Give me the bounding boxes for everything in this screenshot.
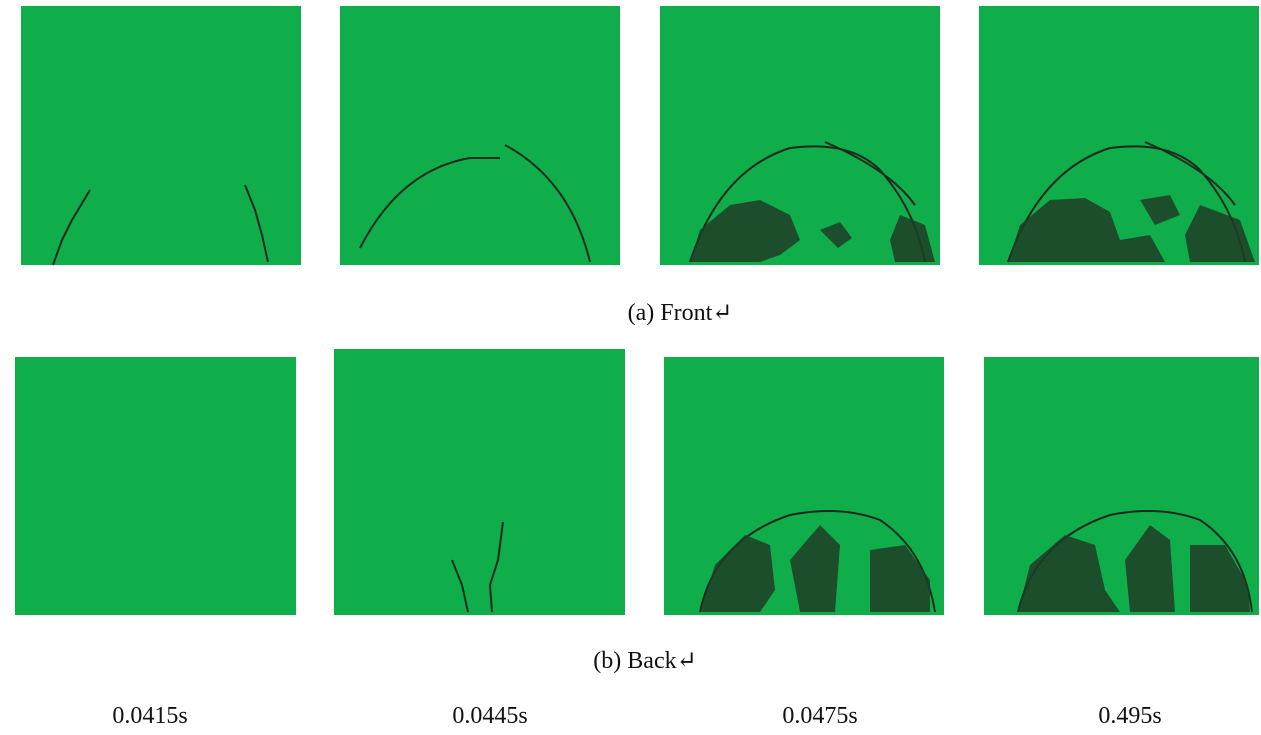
back-panel-1 xyxy=(15,357,296,615)
time-label: 0.495s xyxy=(1098,703,1162,729)
back-cracks xyxy=(451,510,1253,613)
front-panel-2 xyxy=(340,6,620,265)
back-panel-2 xyxy=(334,349,625,615)
back-caption: (b) Back↵ xyxy=(593,648,697,674)
front-caption: (a) Front↵ xyxy=(627,300,733,326)
time-label: 0.0475s xyxy=(782,703,858,729)
time-label: 0.0445s xyxy=(452,703,528,729)
time-label: 0.0415s xyxy=(112,703,188,729)
front-panel-1 xyxy=(21,6,301,265)
front-cracks xyxy=(52,141,1255,266)
